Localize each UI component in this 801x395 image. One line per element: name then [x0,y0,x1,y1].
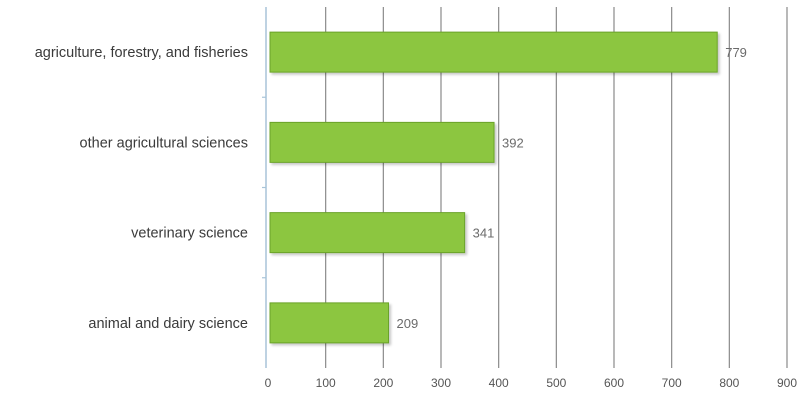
x-tick-label: 900 [777,376,797,390]
category-label: veterinary science [131,226,248,242]
bar [269,212,466,254]
category-label: other agricultural sciences [80,135,248,151]
bars [269,31,718,344]
data-labels: 779 392 341 209 [397,45,747,331]
bar [269,31,718,73]
y-axis [262,7,267,368]
bar [269,302,390,344]
x-tick-label: 400 [489,376,509,390]
data-label: 209 [397,316,419,331]
x-tick-label: 500 [546,376,566,390]
x-tick-label: 800 [719,376,739,390]
x-tick-label: 300 [431,376,451,390]
x-tick-label: 600 [604,376,624,390]
category-labels: agriculture, forestry, and fisheries othe… [35,45,248,332]
x-tick-label: 700 [662,376,682,390]
category-label: animal and dairy science [88,316,248,332]
x-tick-label: 100 [316,376,336,390]
x-tick-label: 0 [265,376,272,390]
bar [269,121,495,163]
x-axis-tick-labels: 0 100 200 300 400 500 600 700 800 900 [265,376,798,390]
data-label: 341 [473,226,495,241]
data-label: 392 [502,135,524,150]
x-tick-label: 200 [373,376,393,390]
category-label: agriculture, forestry, and fisheries [35,45,248,61]
data-label: 779 [725,45,747,60]
